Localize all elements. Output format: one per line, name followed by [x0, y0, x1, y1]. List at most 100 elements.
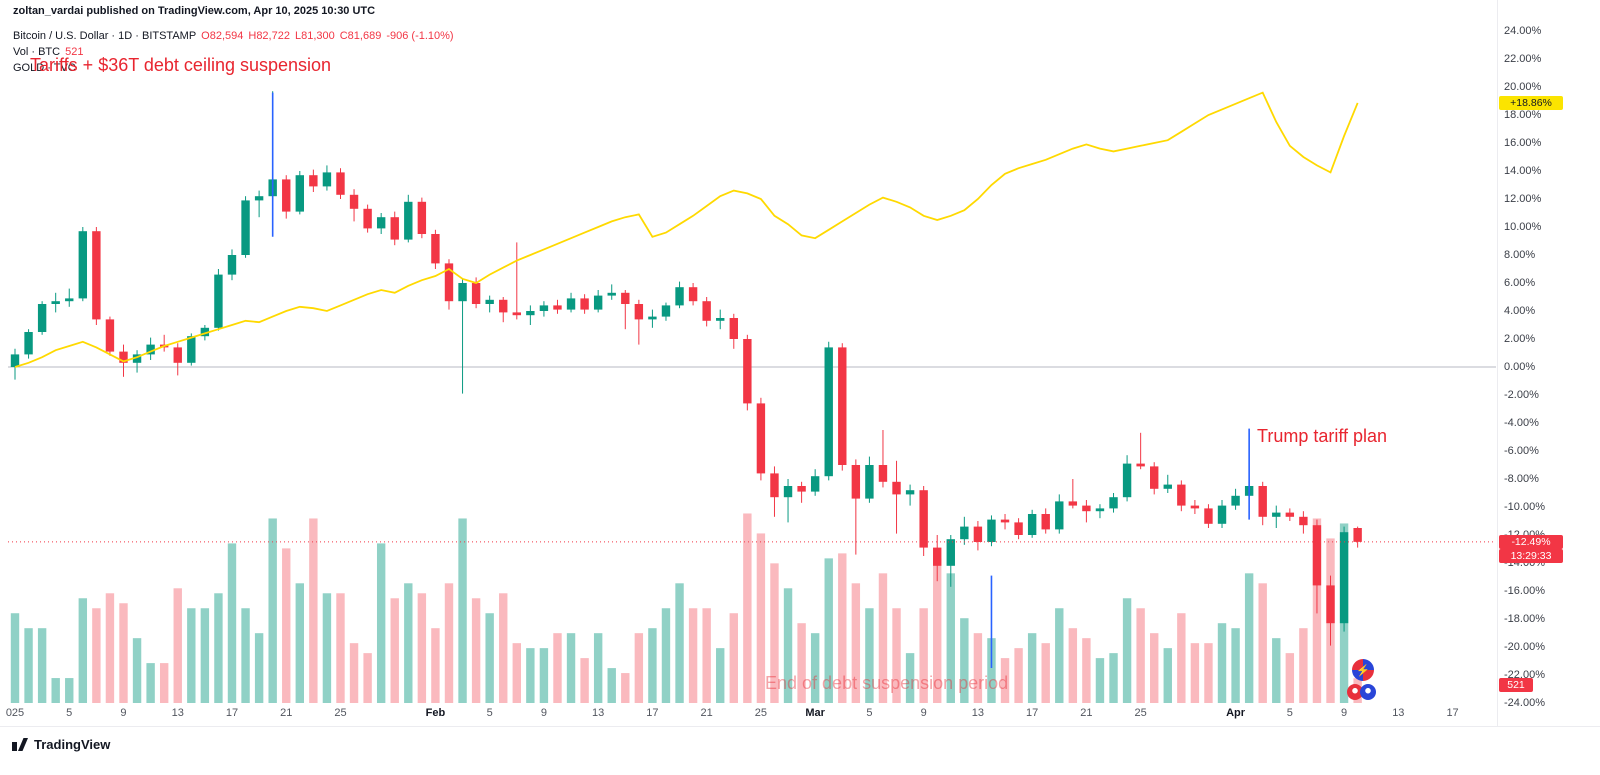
candle-body — [349, 194, 359, 209]
candle-body — [960, 526, 969, 540]
volume-legend-row[interactable]: Vol · BTC 521 — [13, 44, 459, 60]
candle-body — [1082, 505, 1091, 512]
candle-body — [1231, 495, 1240, 506]
candle-body — [838, 347, 847, 465]
volume-bar — [1244, 573, 1254, 703]
candle-body — [65, 298, 74, 302]
y-axis-label: 2.00% — [1504, 333, 1536, 345]
volume-bar — [363, 653, 372, 703]
x-axis-label: 25 — [754, 707, 768, 719]
volume-bar — [295, 583, 305, 703]
x-axis-label: Feb — [425, 707, 446, 719]
volume-bar — [1204, 643, 1213, 703]
y-axis-label: 18.00% — [1504, 109, 1542, 121]
candle-body — [295, 175, 305, 212]
y-axis-label: -24.00% — [1504, 697, 1545, 709]
candle-body — [404, 201, 413, 240]
volume-bar — [580, 658, 589, 703]
candle-body — [444, 263, 454, 302]
y-axis-label: -18.00% — [1504, 613, 1545, 625]
volume-bar — [756, 533, 766, 703]
candle-body — [1041, 514, 1050, 530]
candle-body — [878, 465, 888, 482]
tradingview-watermark[interactable]: TradingView — [12, 737, 110, 752]
volume-bar — [92, 608, 101, 703]
candle-body — [254, 196, 264, 201]
x-axis-label: 5 — [866, 707, 873, 719]
y-axis-label: 0.00% — [1504, 361, 1536, 373]
time-axis[interactable]: 025 5 9 13 17 21 25 Feb 5 9 13 17 21 25 Mar 5 9 13 17 21 25 A… — [0, 0, 1600, 727]
price-axis[interactable]: 24.00% 22.00% 20.00% 18.00% 16.00% 14.00% 12.0… — [1502, 0, 1598, 727]
candle-body — [553, 305, 562, 310]
volume-bar — [553, 633, 562, 703]
annotation-end-of-debt-suspension: End of debt suspension period — [765, 673, 1009, 693]
candle-body — [1068, 501, 1078, 506]
candle-body — [1150, 466, 1159, 489]
candle-body — [471, 283, 481, 304]
y-axis-label: -8.00% — [1504, 473, 1539, 485]
candle-body — [716, 318, 725, 321]
x-axis-label: 17 — [646, 707, 659, 719]
volume-bar — [458, 518, 467, 703]
x-axis-label: 9 — [540, 707, 547, 719]
y-axis-label: -10.00% — [1504, 501, 1545, 513]
candle-body — [702, 301, 711, 321]
candle-body — [933, 547, 942, 566]
candle-body — [1000, 519, 1010, 523]
volume-bar — [892, 608, 901, 703]
candle-body — [593, 295, 603, 310]
candle-body — [1136, 463, 1145, 467]
volume-bar — [1027, 633, 1037, 703]
candle-body — [1299, 516, 1308, 526]
volume-bar — [146, 663, 155, 703]
last-price-badge: -12.49% — [1499, 535, 1563, 549]
y-axis-label: -16.00% — [1504, 585, 1545, 597]
volume-bar — [214, 593, 223, 703]
candle-body — [458, 283, 467, 302]
volume-bar — [227, 543, 237, 703]
volume-bar — [743, 513, 752, 703]
candle-body — [797, 486, 806, 492]
candle-body — [241, 200, 250, 255]
volume-bar — [770, 563, 779, 703]
candle-body — [51, 301, 60, 304]
candle-body — [309, 175, 318, 187]
publish-attribution: zoltan_vardai published on TradingView.c… — [13, 5, 376, 17]
y-axis-label: 14.00% — [1504, 165, 1542, 177]
x-axis-label: 13 — [1392, 707, 1405, 719]
candle-body — [648, 316, 657, 320]
volume-bar — [404, 583, 413, 703]
candle-body — [743, 339, 752, 404]
candle-body — [187, 336, 196, 363]
candle-body — [851, 465, 861, 499]
bar-countdown-badge: 13:29:33 — [1499, 549, 1563, 563]
volume-bar — [810, 633, 820, 703]
annotation-trump-tariff-plan: Trump tariff plan — [1257, 426, 1388, 446]
annotation-tariffs-debt-ceiling: Tariffs + $36T debt ceiling suspension — [30, 55, 332, 75]
candle-body — [92, 231, 101, 320]
volume-bar — [851, 583, 861, 703]
volume-bar — [593, 633, 603, 703]
candle-body — [1014, 522, 1023, 535]
gold-legend-row[interactable]: GOLD · TVC — [13, 60, 459, 76]
volume-bar — [621, 673, 630, 703]
candle-body — [132, 354, 142, 363]
candle-body — [688, 287, 698, 302]
y-axis-label: 16.00% — [1504, 137, 1542, 149]
volume-value: 521 — [65, 46, 84, 58]
volume-bar — [444, 583, 454, 703]
candle-body — [905, 490, 915, 495]
candle-body — [37, 304, 47, 332]
volume-bar — [1150, 633, 1159, 703]
volume-bar — [675, 583, 684, 703]
volume-bar — [51, 678, 60, 703]
y-axis-label: -20.00% — [1504, 641, 1545, 653]
volume-bar — [349, 643, 359, 703]
candle-body — [810, 476, 820, 492]
symbol-legend-row[interactable]: Bitcoin / U.S. Dollar · 1D · BITSTAMP O82… — [13, 28, 459, 44]
candle-body — [865, 465, 874, 499]
volume-bar — [648, 628, 657, 703]
x-axis-label: 25 — [334, 707, 347, 719]
x-axis-label: 9 — [120, 707, 127, 719]
